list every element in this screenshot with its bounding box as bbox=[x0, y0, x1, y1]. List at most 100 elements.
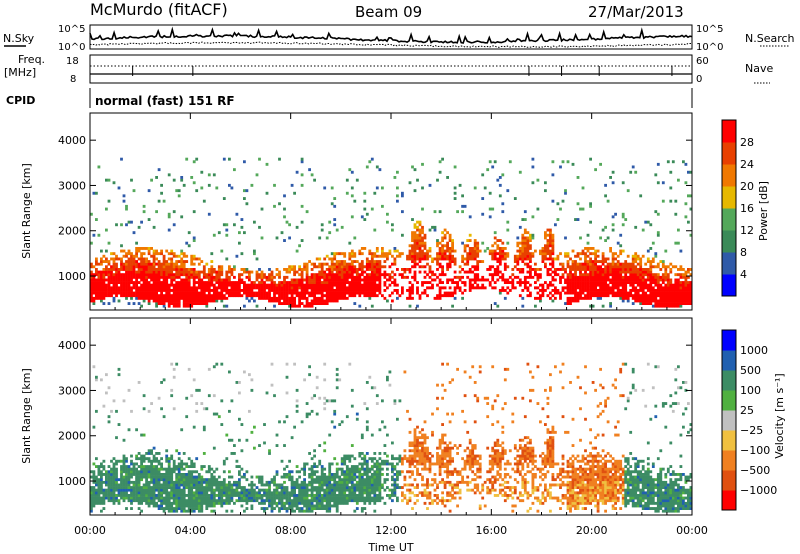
heatmap-cell bbox=[649, 286, 653, 290]
heatmap-cell bbox=[135, 270, 138, 274]
heatmap-cell bbox=[195, 157, 199, 161]
heatmap-cell bbox=[566, 286, 570, 290]
heatmap-cell bbox=[310, 467, 314, 471]
heatmap-cell bbox=[426, 262, 429, 266]
heatmap-cell bbox=[333, 289, 337, 292]
heatmap-cell bbox=[285, 299, 289, 303]
heatmap-cell bbox=[493, 160, 497, 164]
heatmap-cell bbox=[220, 483, 224, 487]
heatmap-cell bbox=[641, 268, 645, 271]
heatmap-cell bbox=[190, 270, 194, 274]
heatmap-cell bbox=[381, 254, 384, 258]
heatmap-cell bbox=[687, 220, 690, 224]
heatmap-cell bbox=[687, 194, 690, 198]
heatmap-cell bbox=[200, 270, 204, 274]
heatmap-cell bbox=[253, 252, 256, 256]
heatmap-cell bbox=[290, 494, 294, 497]
heatmap-cell bbox=[589, 262, 592, 266]
heatmap-cell bbox=[350, 283, 354, 287]
heatmap-cell bbox=[682, 291, 685, 295]
heatmap-cell bbox=[476, 247, 480, 250]
heatmap-cell bbox=[644, 283, 648, 287]
heatmap-cell bbox=[137, 452, 141, 455]
heatmap-cell bbox=[150, 488, 153, 492]
heatmap-cell bbox=[396, 291, 399, 295]
heatmap-cell bbox=[238, 283, 241, 287]
heatmap-cell bbox=[576, 262, 580, 266]
heatmap-cell bbox=[666, 278, 670, 282]
heatmap-cell bbox=[549, 273, 552, 277]
heatmap-cell bbox=[498, 270, 502, 274]
heatmap-cell bbox=[205, 480, 209, 484]
heatmap-cell bbox=[140, 252, 143, 256]
heatmap-cell bbox=[641, 281, 645, 284]
heatmap-cell bbox=[102, 496, 106, 500]
heatmap-cell bbox=[348, 262, 352, 266]
heatmap-cell bbox=[265, 191, 269, 195]
heatmap-cell bbox=[160, 501, 163, 505]
heatmap-cell bbox=[283, 283, 286, 287]
heatmap-cell bbox=[421, 231, 424, 235]
heatmap-cell bbox=[360, 215, 364, 219]
heatmap-cell bbox=[343, 273, 347, 277]
heatmap-cell bbox=[265, 499, 269, 503]
heatmap-cell bbox=[127, 480, 131, 484]
heatmap-cell bbox=[177, 478, 181, 482]
heatmap-cell bbox=[624, 294, 628, 298]
heatmap-cell bbox=[689, 289, 693, 292]
heatmap-cell bbox=[258, 478, 261, 482]
heatmap-cell bbox=[323, 262, 327, 266]
heatmap-cell bbox=[120, 281, 123, 284]
heatmap-cell bbox=[629, 289, 633, 292]
heatmap-cell bbox=[167, 302, 171, 305]
heatmap-cell bbox=[669, 286, 673, 290]
heatmap-cell bbox=[190, 483, 194, 487]
heatmap-cell bbox=[177, 275, 181, 279]
heatmap-cell bbox=[285, 294, 289, 298]
heatmap-cell bbox=[110, 294, 113, 298]
heatmap-cell bbox=[471, 270, 475, 274]
heatmap-cell bbox=[544, 252, 547, 256]
heatmap-cell bbox=[132, 281, 136, 284]
heatmap-cell bbox=[130, 254, 133, 258]
heatmap-cell bbox=[513, 197, 517, 200]
heatmap-cell bbox=[293, 488, 296, 492]
heatmap-cell bbox=[102, 283, 106, 287]
heatmap-cell bbox=[325, 254, 329, 258]
heatmap-cell bbox=[360, 291, 364, 295]
heatmap-cell bbox=[192, 499, 196, 503]
heatmap-cell bbox=[571, 299, 575, 303]
heatmap-cell bbox=[428, 254, 432, 258]
heatmap-cell bbox=[523, 283, 527, 287]
heatmap-cell bbox=[147, 218, 151, 221]
heatmap-cell bbox=[157, 168, 161, 172]
heatmap-cell bbox=[343, 281, 347, 284]
heatmap-cell bbox=[120, 486, 123, 489]
heatmap-cell bbox=[624, 286, 628, 290]
heatmap-cell bbox=[275, 491, 279, 495]
heatmap-cell bbox=[631, 273, 635, 277]
heatmap-cell bbox=[579, 278, 582, 282]
heatmap-cell bbox=[147, 501, 151, 505]
heatmap-cell bbox=[498, 275, 502, 279]
heatmap-cell bbox=[298, 286, 301, 290]
heatmap-cell bbox=[243, 475, 246, 479]
heatmap-cell bbox=[370, 207, 374, 211]
heatmap-cell bbox=[215, 499, 219, 503]
heatmap-cell bbox=[105, 289, 108, 292]
heatmap-cell bbox=[132, 262, 136, 266]
heatmap-cell bbox=[192, 486, 196, 489]
heatmap-cell bbox=[115, 409, 118, 413]
noise-tick-top-left: 10^5 bbox=[58, 24, 85, 35]
heatmap-cell bbox=[310, 499, 314, 503]
heatmap-cell bbox=[130, 467, 133, 471]
heatmap-cell bbox=[155, 480, 158, 484]
heatmap-cell bbox=[523, 281, 527, 284]
heatmap-cell bbox=[220, 504, 224, 508]
heatmap-cell bbox=[411, 239, 414, 242]
heatmap-cell bbox=[182, 467, 186, 471]
heatmap-cell bbox=[476, 275, 480, 279]
heatmap-cell bbox=[215, 186, 219, 190]
heatmap-cell bbox=[406, 275, 409, 279]
heatmap-cell bbox=[328, 509, 332, 513]
